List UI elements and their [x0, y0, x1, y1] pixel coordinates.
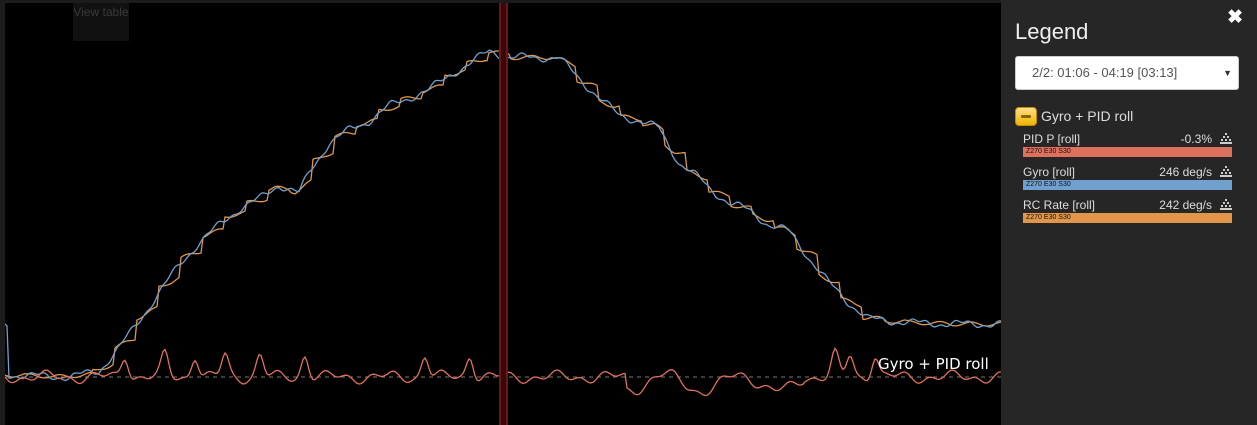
legend-series-pid-p-roll[interactable]: PID P [roll] -0.3% Z270 E30 S30 [1023, 132, 1232, 157]
log-section-select-value: 2/2: 01:06 - 04:19 [03:13] [1032, 65, 1178, 80]
view-table-button[interactable]: View table [73, 3, 129, 41]
graph-plot [5, 3, 1001, 425]
minus-icon[interactable] [1015, 106, 1037, 126]
graph-canvas[interactable]: View table Gyro + PID roll [5, 3, 1001, 425]
chart-settings-icon[interactable] [1220, 166, 1232, 177]
graph-label: Gyro + PID roll [878, 355, 989, 373]
legend-series-rc-rate-roll[interactable]: RC Rate [roll] 242 deg/s Z270 E30 S30 [1023, 198, 1232, 223]
legend-title: Legend [1015, 19, 1089, 44]
series-name: Gyro [roll] [1023, 165, 1076, 179]
series-value: -0.3% [1180, 132, 1212, 146]
log-section-select[interactable]: 2/2: 01:06 - 04:19 [03:13] ▼ [1015, 56, 1239, 90]
chevron-down-icon: ▼ [1223, 68, 1232, 78]
series-name: PID P [roll] [1023, 132, 1081, 146]
series-color-bar: Z270 E30 S30 [1023, 147, 1232, 157]
series-value: 246 deg/s [1159, 165, 1212, 179]
graph-group-title: Gyro + PID roll [1041, 108, 1134, 124]
series-color-bar: Z270 E30 S30 [1023, 213, 1232, 223]
legend-panel: ✖ Legend 2/2: 01:06 - 04:19 [03:13] ▼ Gy… [1001, 0, 1257, 425]
chart-settings-icon[interactable] [1220, 133, 1232, 144]
series-value: 242 deg/s [1159, 198, 1212, 212]
chart-settings-icon[interactable] [1220, 199, 1232, 210]
playback-cursor [499, 3, 508, 425]
graph-group-header: Gyro + PID roll [1015, 106, 1133, 126]
legend-series-gyro-roll[interactable]: Gyro [roll] 246 deg/s Z270 E30 S30 [1023, 165, 1232, 190]
series-name: RC Rate [roll] [1023, 198, 1096, 212]
series-color-bar: Z270 E30 S30 [1023, 180, 1232, 190]
close-icon[interactable]: ✖ [1227, 7, 1243, 28]
